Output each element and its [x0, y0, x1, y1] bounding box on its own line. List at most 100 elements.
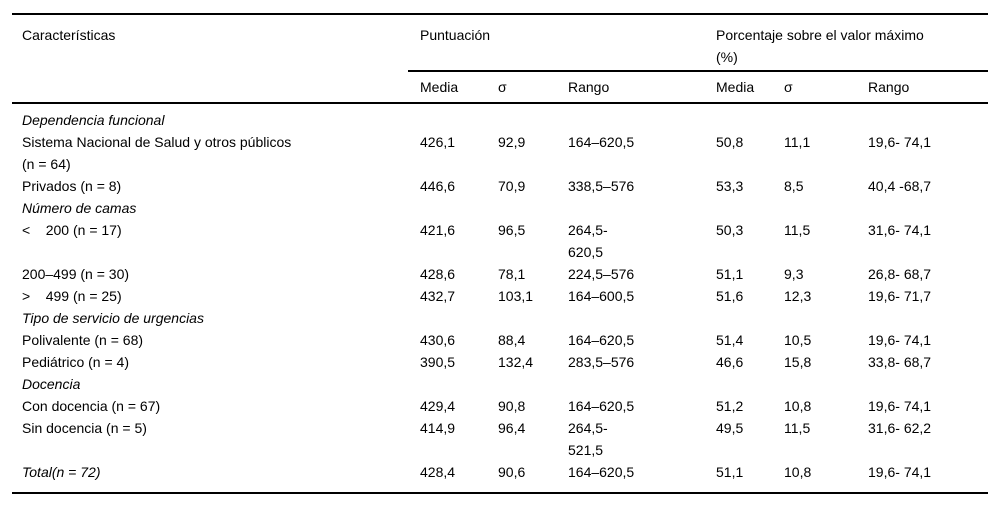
row-label: Tipo de servicio de urgencias — [22, 310, 204, 326]
cell-pct-media: 51,1 — [704, 461, 773, 494]
cell-pct-media: 50,8 — [716, 134, 744, 150]
cell-pct-media — [704, 373, 772, 395]
cell-pct-sigma: 10,8 — [772, 461, 857, 494]
table-row: Privados (n = 8) 446,6 70,9 338,5–576 53… — [12, 175, 988, 197]
cell-pct-sigma: 11,5 — [784, 222, 811, 238]
row-label: Privados (n = 8) — [22, 178, 122, 194]
table-row: Pediátrico (n = 4) 390,5 132,4 283,5–576… — [12, 351, 988, 373]
cell-pct-rango — [856, 197, 988, 219]
cell-punt-rango — [556, 307, 704, 329]
table-row: < 200 (n = 17) 421,6 96,5 264,5- 620,5 5… — [12, 219, 988, 263]
cell-pct-rango: 31,6- 62,2 — [868, 420, 932, 436]
cell-pct-rango: 19,6- 74,1 — [868, 134, 932, 150]
cell-punt-sigma: 96,4 — [498, 420, 526, 436]
cell-punt-media: 421,6 — [420, 222, 456, 238]
table-row: Número de camas — [12, 197, 988, 219]
table-header: Características Puntuación Porcentaje so… — [12, 13, 989, 104]
cell-pct-rango — [856, 103, 988, 131]
row-label: Sin docencia (n = 5) — [22, 420, 147, 436]
cell-punt-sigma — [486, 103, 556, 131]
cell-punt-sigma: 92,9 — [498, 134, 526, 150]
cell-pct-rango: 33,8- 68,7 — [868, 354, 932, 370]
cell-pct-media — [704, 197, 772, 219]
cell-punt-sigma: 90,6 — [486, 461, 556, 494]
cell-pct-media: 46,6 — [716, 354, 744, 370]
table-row: Polivalente (n = 68) 430,6 88,4 164–620,… — [12, 329, 988, 351]
sub-header-pct-rango: Rango — [856, 71, 989, 104]
row-label: Pediátrico (n = 4) — [22, 354, 129, 370]
row-label: Sistema Nacional de Salud y otros públic… — [22, 134, 292, 172]
row-label: Total(n = 72) — [12, 461, 408, 494]
stats-table: Características Puntuación Porcentaje so… — [12, 13, 989, 494]
cell-punt-media: 426,1 — [420, 134, 456, 150]
sub-header-pct-sigma: σ — [772, 71, 857, 104]
cell-punt-rango: 224,5–576 — [568, 266, 635, 282]
cell-punt-rango: 164–620,5 — [568, 332, 635, 348]
cell-pct-sigma — [772, 103, 856, 131]
cell-pct-media: 49,5 — [716, 420, 744, 436]
cell-punt-media: 446,6 — [420, 178, 456, 194]
sub-header-punt-sigma: σ — [486, 71, 556, 104]
table-row: > 499 (n = 25) 432,7 103,1 164–600,5 51,… — [12, 285, 988, 307]
row-label: Polivalente (n = 68) — [22, 332, 144, 348]
row-label: Dependencia funcional — [22, 112, 165, 128]
cell-punt-media: 428,4 — [408, 461, 486, 494]
cell-punt-media: 429,4 — [420, 398, 456, 414]
cell-punt-media: 430,6 — [420, 332, 456, 348]
col-header-caracteristicas: Características — [12, 13, 408, 104]
group-header-porcentaje: Porcentaje sobre el valor máximo (%) — [704, 13, 989, 72]
table-row: Con docencia (n = 67) 429,4 90,8 164–620… — [12, 395, 988, 417]
table-body: Dependencia funcional Sistema Nacional d… — [12, 103, 989, 494]
cell-pct-rango — [856, 307, 988, 329]
cell-pct-sigma: 11,5 — [784, 420, 811, 436]
cell-pct-rango: 19,6- 74,1 — [856, 461, 989, 494]
cell-pct-rango: 19,6- 71,7 — [868, 288, 932, 304]
cell-punt-media: 432,7 — [420, 288, 456, 304]
cell-punt-sigma: 96,5 — [498, 222, 526, 238]
cell-pct-media: 51,2 — [716, 398, 744, 414]
cell-pct-media: 53,3 — [716, 178, 744, 194]
table-row: 200–499 (n = 30) 428,6 78,1 224,5–576 51… — [12, 263, 988, 285]
cell-punt-rango: 164–620,5 — [556, 461, 705, 494]
page: Características Puntuación Porcentaje so… — [12, 13, 989, 494]
cell-punt-media: 390,5 — [420, 354, 456, 370]
cell-punt-rango — [556, 197, 704, 219]
cell-pct-sigma: 11,1 — [784, 134, 811, 150]
cell-pct-media: 51,4 — [716, 332, 744, 348]
table-row: Tipo de servicio de urgencias — [12, 307, 988, 329]
row-label: Docencia — [22, 376, 81, 392]
cell-punt-sigma: 88,4 — [498, 332, 526, 348]
cell-pct-media: 51,6 — [716, 288, 744, 304]
cell-pct-sigma — [772, 197, 856, 219]
cell-pct-rango: 40,4 -68,7 — [868, 178, 932, 194]
table-row: Total(n = 72) 428,4 90,6 164–620,5 51,1 … — [12, 461, 989, 494]
cell-pct-sigma: 12,3 — [784, 288, 812, 304]
cell-punt-media — [408, 373, 486, 395]
sub-header-punt-media: Media — [408, 71, 486, 104]
sub-header-pct-media: Media — [704, 71, 773, 104]
group-header-row: Características Puntuación Porcentaje so… — [12, 13, 989, 104]
cell-punt-sigma: 103,1 — [498, 288, 534, 304]
cell-punt-sigma — [486, 373, 556, 395]
cell-pct-media — [704, 103, 772, 131]
cell-punt-sigma: 90,8 — [498, 398, 526, 414]
cell-pct-sigma — [772, 373, 856, 395]
row-label: 200–499 (n = 30) — [22, 266, 130, 282]
cell-pct-sigma: 8,5 — [784, 178, 804, 194]
cell-punt-media: 428,6 — [420, 266, 456, 282]
cell-pct-rango — [856, 373, 988, 395]
cell-punt-media — [408, 307, 486, 329]
row-label: > 499 (n = 25) — [22, 288, 122, 304]
cell-pct-rango: 19,6- 74,1 — [868, 332, 932, 348]
cell-punt-rango: 164–620,5 — [568, 398, 635, 414]
cell-punt-rango: 264,5- 620,5 — [568, 222, 608, 260]
cell-punt-rango: 164–620,5 — [568, 134, 635, 150]
table-row: Docencia — [12, 373, 988, 395]
table-row: Sin docencia (n = 5) 414,9 96,4 264,5- 5… — [12, 417, 988, 461]
sub-header-punt-rango: Rango — [556, 71, 705, 104]
cell-punt-media: 414,9 — [420, 420, 456, 436]
cell-punt-rango: 264,5- 521,5 — [568, 420, 608, 458]
cell-pct-rango: 26,8- 68,7 — [868, 266, 932, 282]
table-row: Dependencia funcional — [12, 103, 988, 131]
sub-header-row: Media σ Rango Media σ Rango — [12, 71, 989, 104]
